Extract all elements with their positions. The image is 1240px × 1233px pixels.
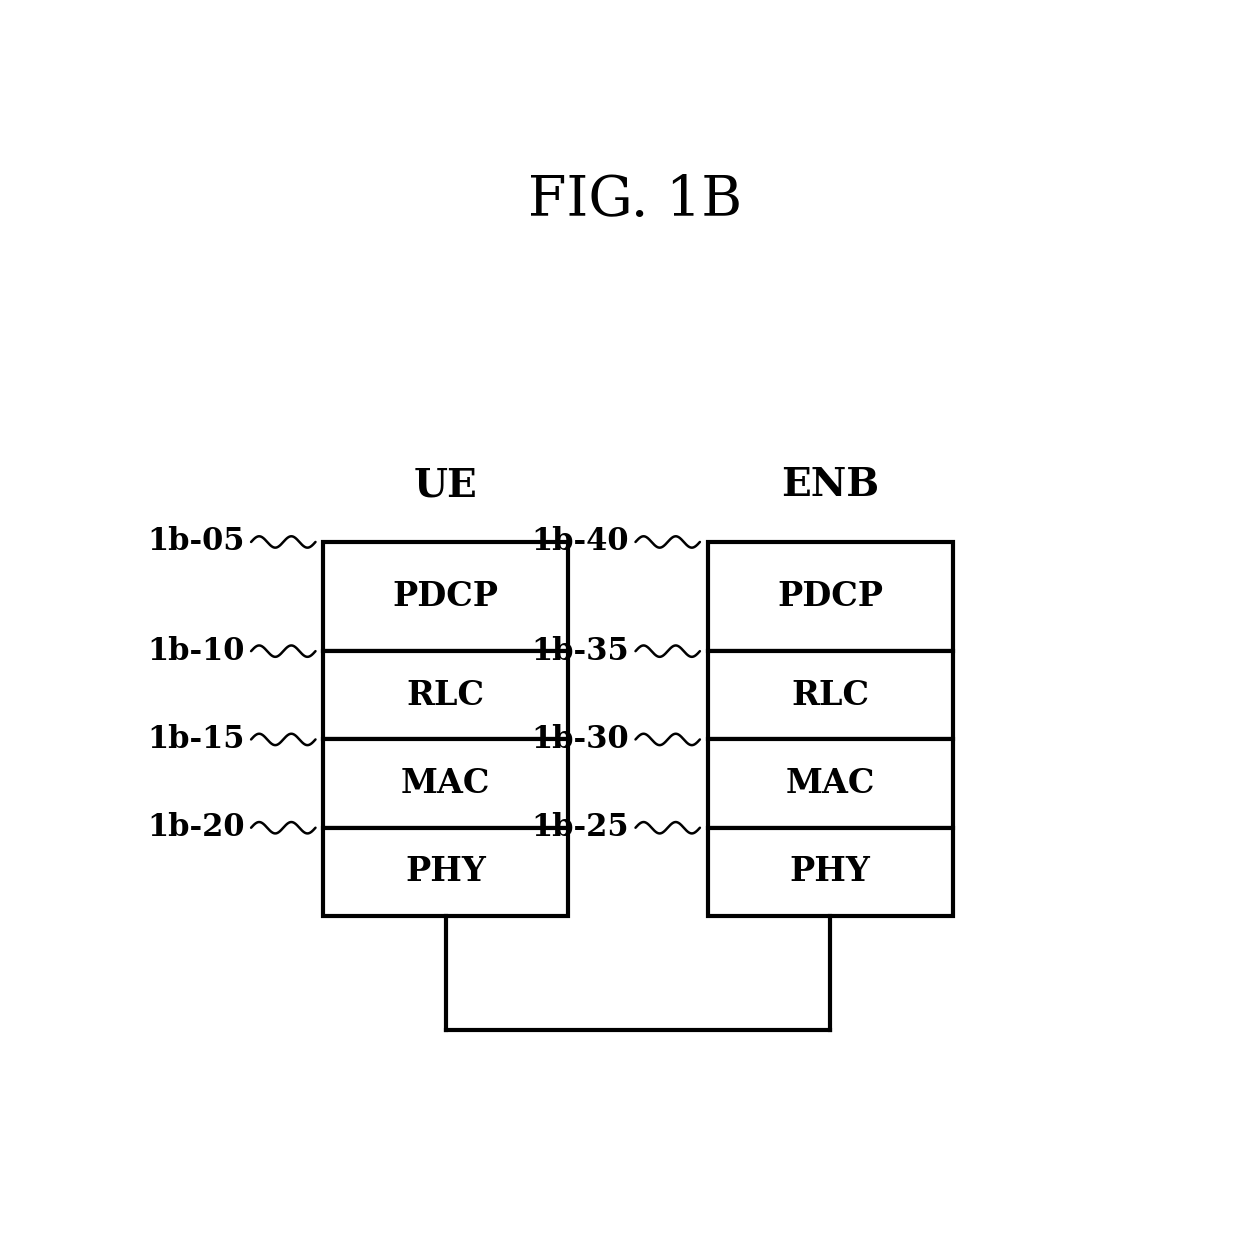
Text: PDCP: PDCP	[777, 580, 883, 613]
Bar	[708, 543, 952, 651]
Text: RLC: RLC	[791, 679, 869, 711]
Text: 1b-30: 1b-30	[531, 724, 629, 755]
Bar	[324, 651, 568, 740]
Text: FIG. 1B: FIG. 1B	[528, 173, 743, 228]
Bar	[708, 740, 952, 827]
Text: MAC: MAC	[785, 767, 874, 800]
Text: PHY: PHY	[790, 856, 870, 889]
Text: PHY: PHY	[405, 856, 486, 889]
Text: 1b-20: 1b-20	[146, 813, 244, 843]
Text: PDCP: PDCP	[393, 580, 498, 613]
Bar	[708, 651, 952, 740]
Text: 1b-10: 1b-10	[148, 636, 244, 667]
Text: 1b-15: 1b-15	[148, 724, 244, 755]
Bar	[708, 827, 952, 916]
Bar	[324, 543, 568, 651]
Bar	[324, 740, 568, 827]
Text: RLC: RLC	[407, 679, 485, 711]
Text: MAC: MAC	[401, 767, 490, 800]
Text: ENB: ENB	[781, 466, 879, 504]
Bar	[324, 827, 568, 916]
Text: UE: UE	[414, 466, 477, 504]
Text: 1b-40: 1b-40	[531, 526, 629, 557]
Text: 1b-05: 1b-05	[148, 526, 244, 557]
Text: 1b-35: 1b-35	[531, 636, 629, 667]
Text: 1b-25: 1b-25	[531, 813, 629, 843]
